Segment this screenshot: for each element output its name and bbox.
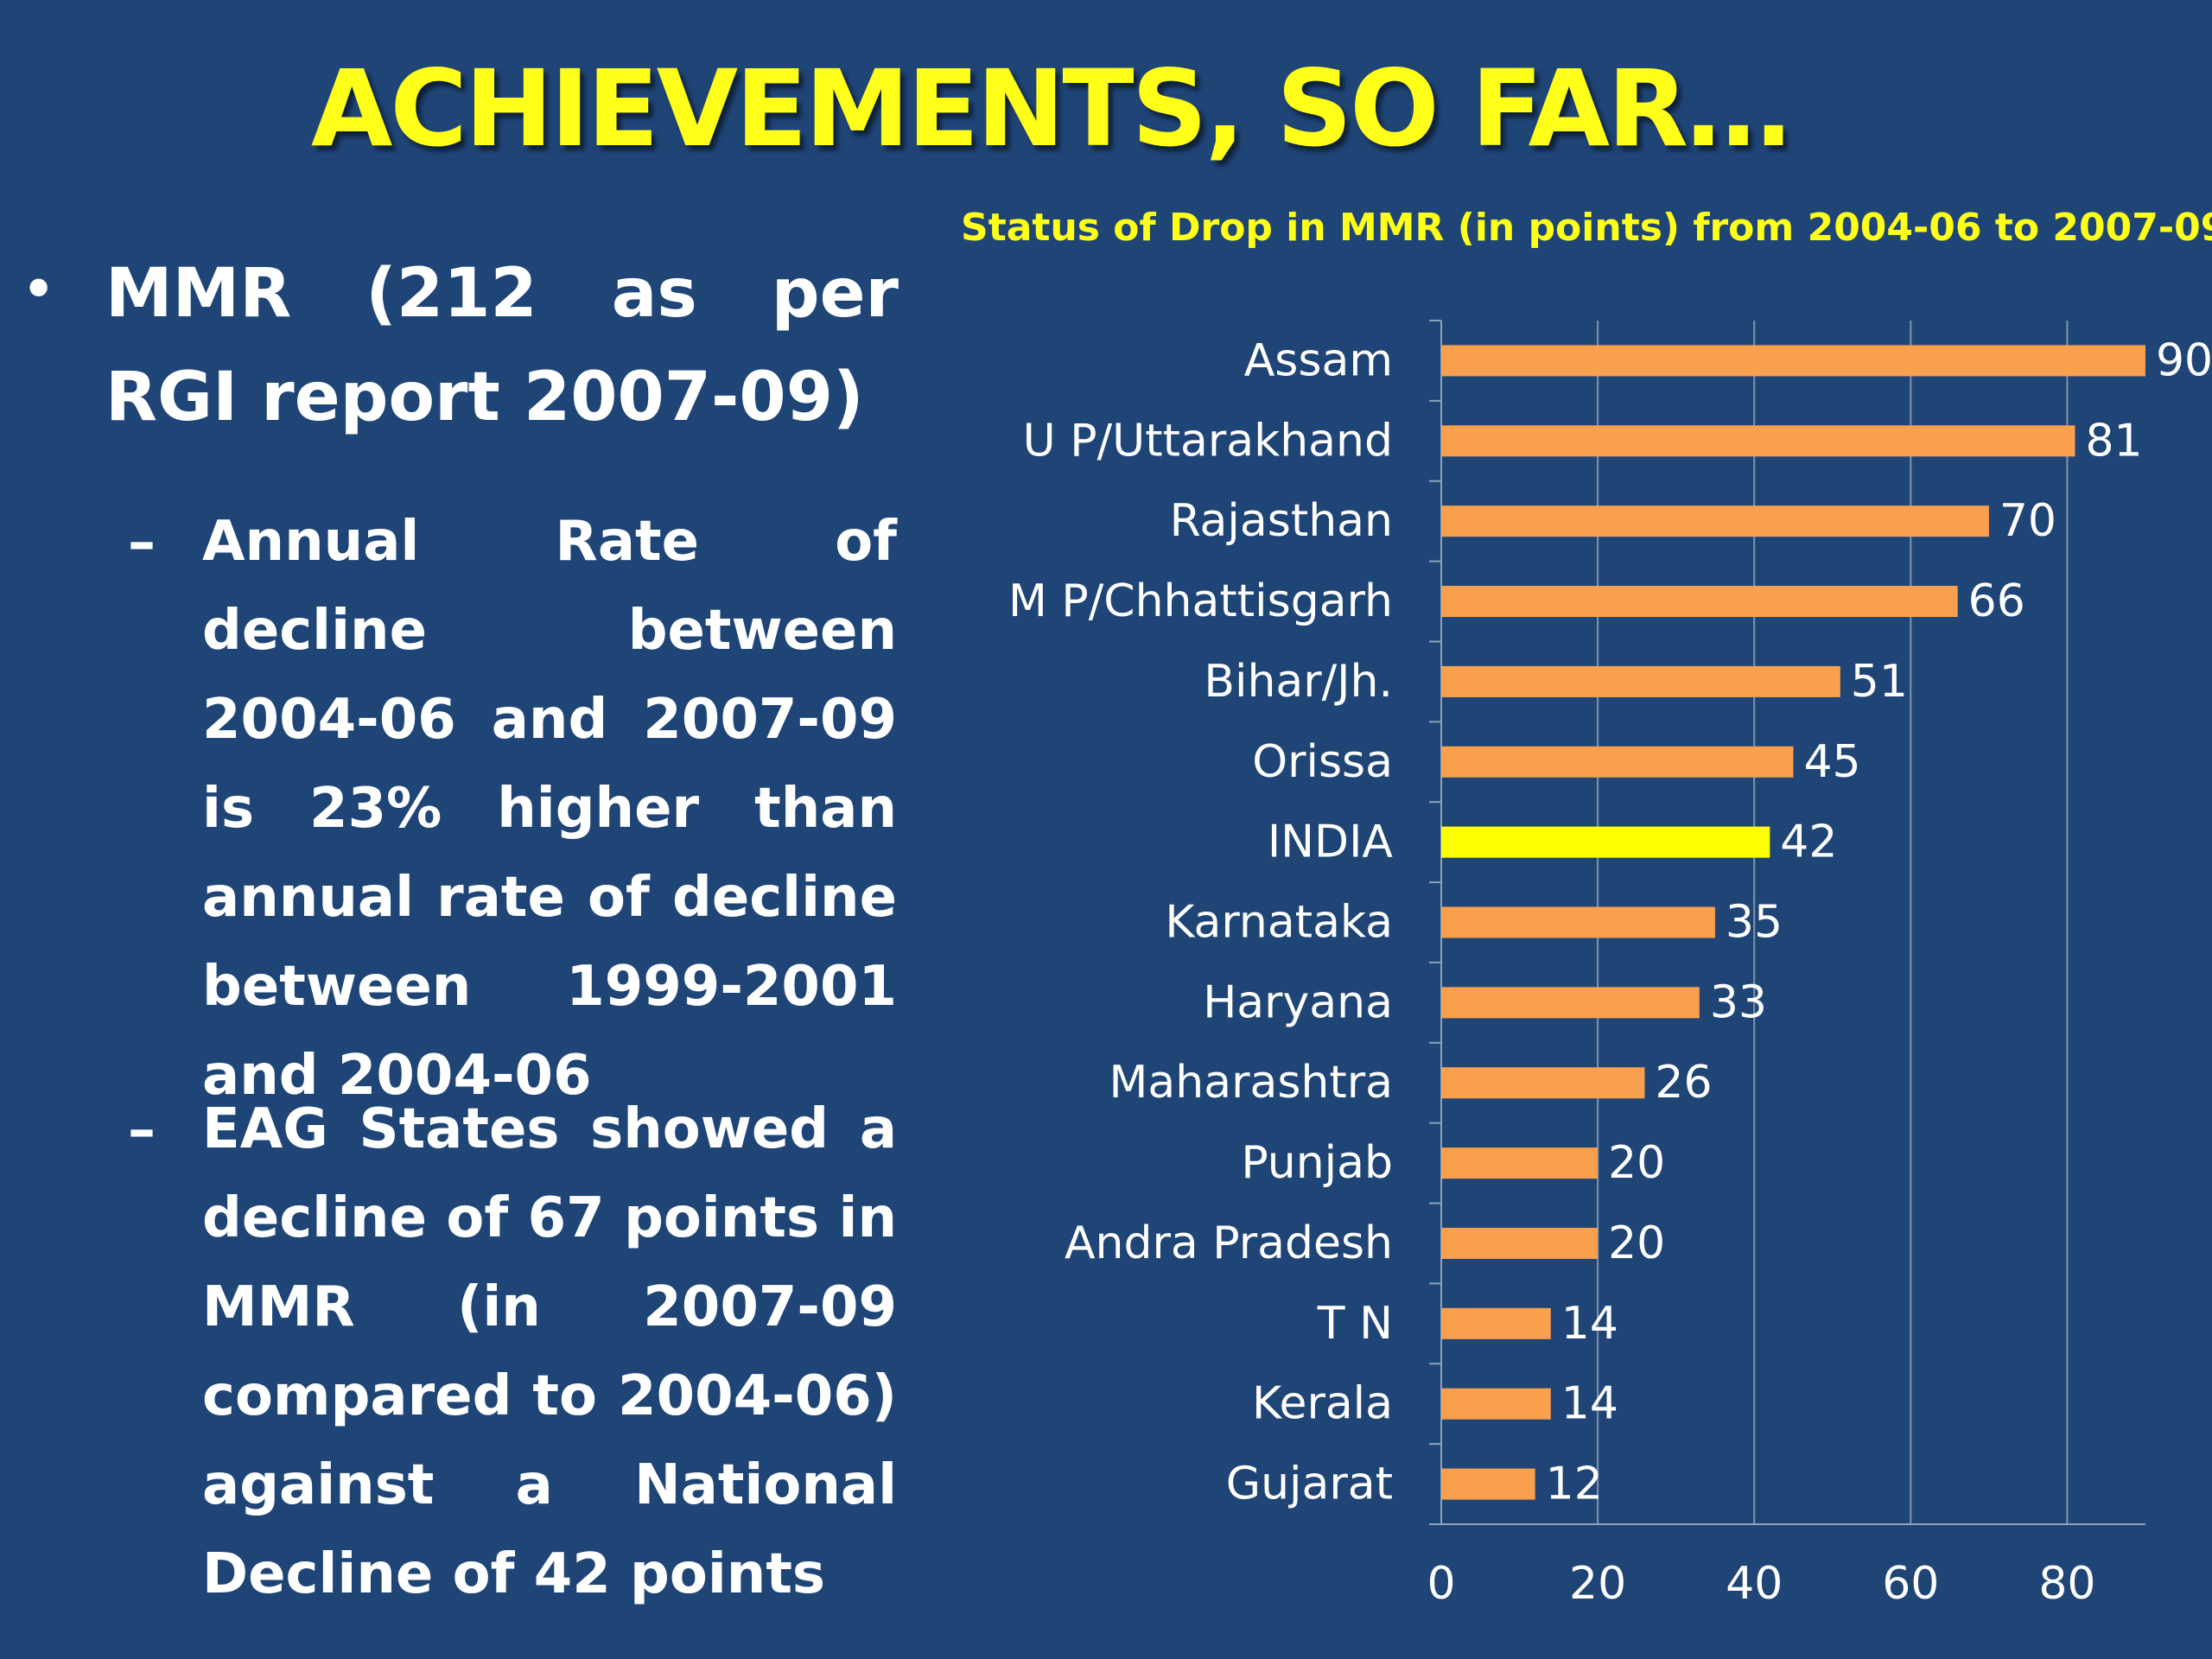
category-label: Orissa <box>1252 736 1393 788</box>
bar-karnataka <box>1441 906 1715 938</box>
value-label: 42 <box>1780 817 1837 868</box>
value-label: 26 <box>1655 1057 1712 1109</box>
chart-title: Status of Drop in MMR (in points) from 2… <box>961 206 2212 250</box>
x-tick-label: 0 <box>1427 1558 1455 1610</box>
value-label: 35 <box>1726 897 1783 949</box>
slide-title: ACHIEVEMENTS, SO FAR… <box>310 48 1791 170</box>
bar-haryana <box>1441 987 1700 1019</box>
category-label: Maharashtra <box>1109 1057 1393 1109</box>
bar-punjab <box>1441 1147 1599 1179</box>
category-label: T N <box>1317 1298 1393 1350</box>
category-label: Karnataka <box>1165 897 1393 949</box>
category-label: Punjab <box>1241 1137 1393 1189</box>
bar-rajasthan <box>1441 505 1989 537</box>
bar-andra-pradesh <box>1441 1227 1599 1259</box>
value-label: 14 <box>1561 1298 1618 1350</box>
bar-u-p-uttarakhand <box>1441 425 2075 457</box>
x-tick-label: 40 <box>1726 1558 1783 1610</box>
bar-bihar-jh <box>1441 665 1840 697</box>
value-label: 45 <box>1803 736 1860 788</box>
bar-kerala <box>1441 1388 1551 1420</box>
bullet-dot: • <box>21 254 57 325</box>
bar-assam <box>1441 345 2145 377</box>
bar-maharashtra <box>1441 1067 1645 1099</box>
category-label: Andra Pradesh <box>1065 1217 1393 1269</box>
value-label: 14 <box>1561 1378 1618 1430</box>
sub-bullet-rate-decline: Annual Rate of decline between 2004-06 a… <box>202 510 897 1108</box>
category-label: Haryana <box>1203 976 1393 1028</box>
category-label: Rajasthan <box>1170 495 1393 547</box>
x-tick-label: 60 <box>1882 1558 1939 1610</box>
value-label: 90 <box>2156 334 2212 386</box>
bar-t-n <box>1441 1307 1551 1339</box>
category-label: U P/Uttarakhand <box>1023 415 1393 467</box>
value-label: 51 <box>1851 656 1908 708</box>
bullet-main: MMR (212 as per RGI report 2007-09) <box>105 255 899 436</box>
x-tick-label: 20 <box>1569 1558 1626 1610</box>
bar-gujarat <box>1441 1468 1535 1500</box>
x-tick-label: 80 <box>2038 1558 2095 1610</box>
sub-bullet-dash: – <box>128 511 156 575</box>
bar-india <box>1441 826 1770 858</box>
sub-bullet-dash: – <box>128 1098 156 1162</box>
category-label: M P/Chhattisgarh <box>1008 575 1393 627</box>
bar-orissa <box>1441 746 1794 778</box>
sub-bullet-eag-states: EAG States showed a decline of 67 points… <box>202 1097 897 1606</box>
bar-m-p-chhattisgarh <box>1441 586 1958 618</box>
value-label: 70 <box>1999 495 2056 547</box>
value-label: 81 <box>2085 415 2142 467</box>
value-label: 66 <box>1968 575 2025 627</box>
value-label: 20 <box>1608 1217 1665 1269</box>
category-label: Bihar/Jh. <box>1204 656 1393 708</box>
category-label: Kerala <box>1252 1378 1393 1430</box>
value-label: 33 <box>1710 976 1767 1028</box>
category-label: INDIA <box>1268 817 1394 868</box>
category-label: Gujarat <box>1226 1459 1393 1510</box>
value-label: 12 <box>1546 1459 1603 1510</box>
bar-chart: Assam 90 U P/Uttarakhand 81 Rajasthan 70 M P/C… <box>1008 320 2212 1610</box>
category-label: Assam <box>1244 334 1393 386</box>
value-label: 20 <box>1608 1137 1665 1189</box>
